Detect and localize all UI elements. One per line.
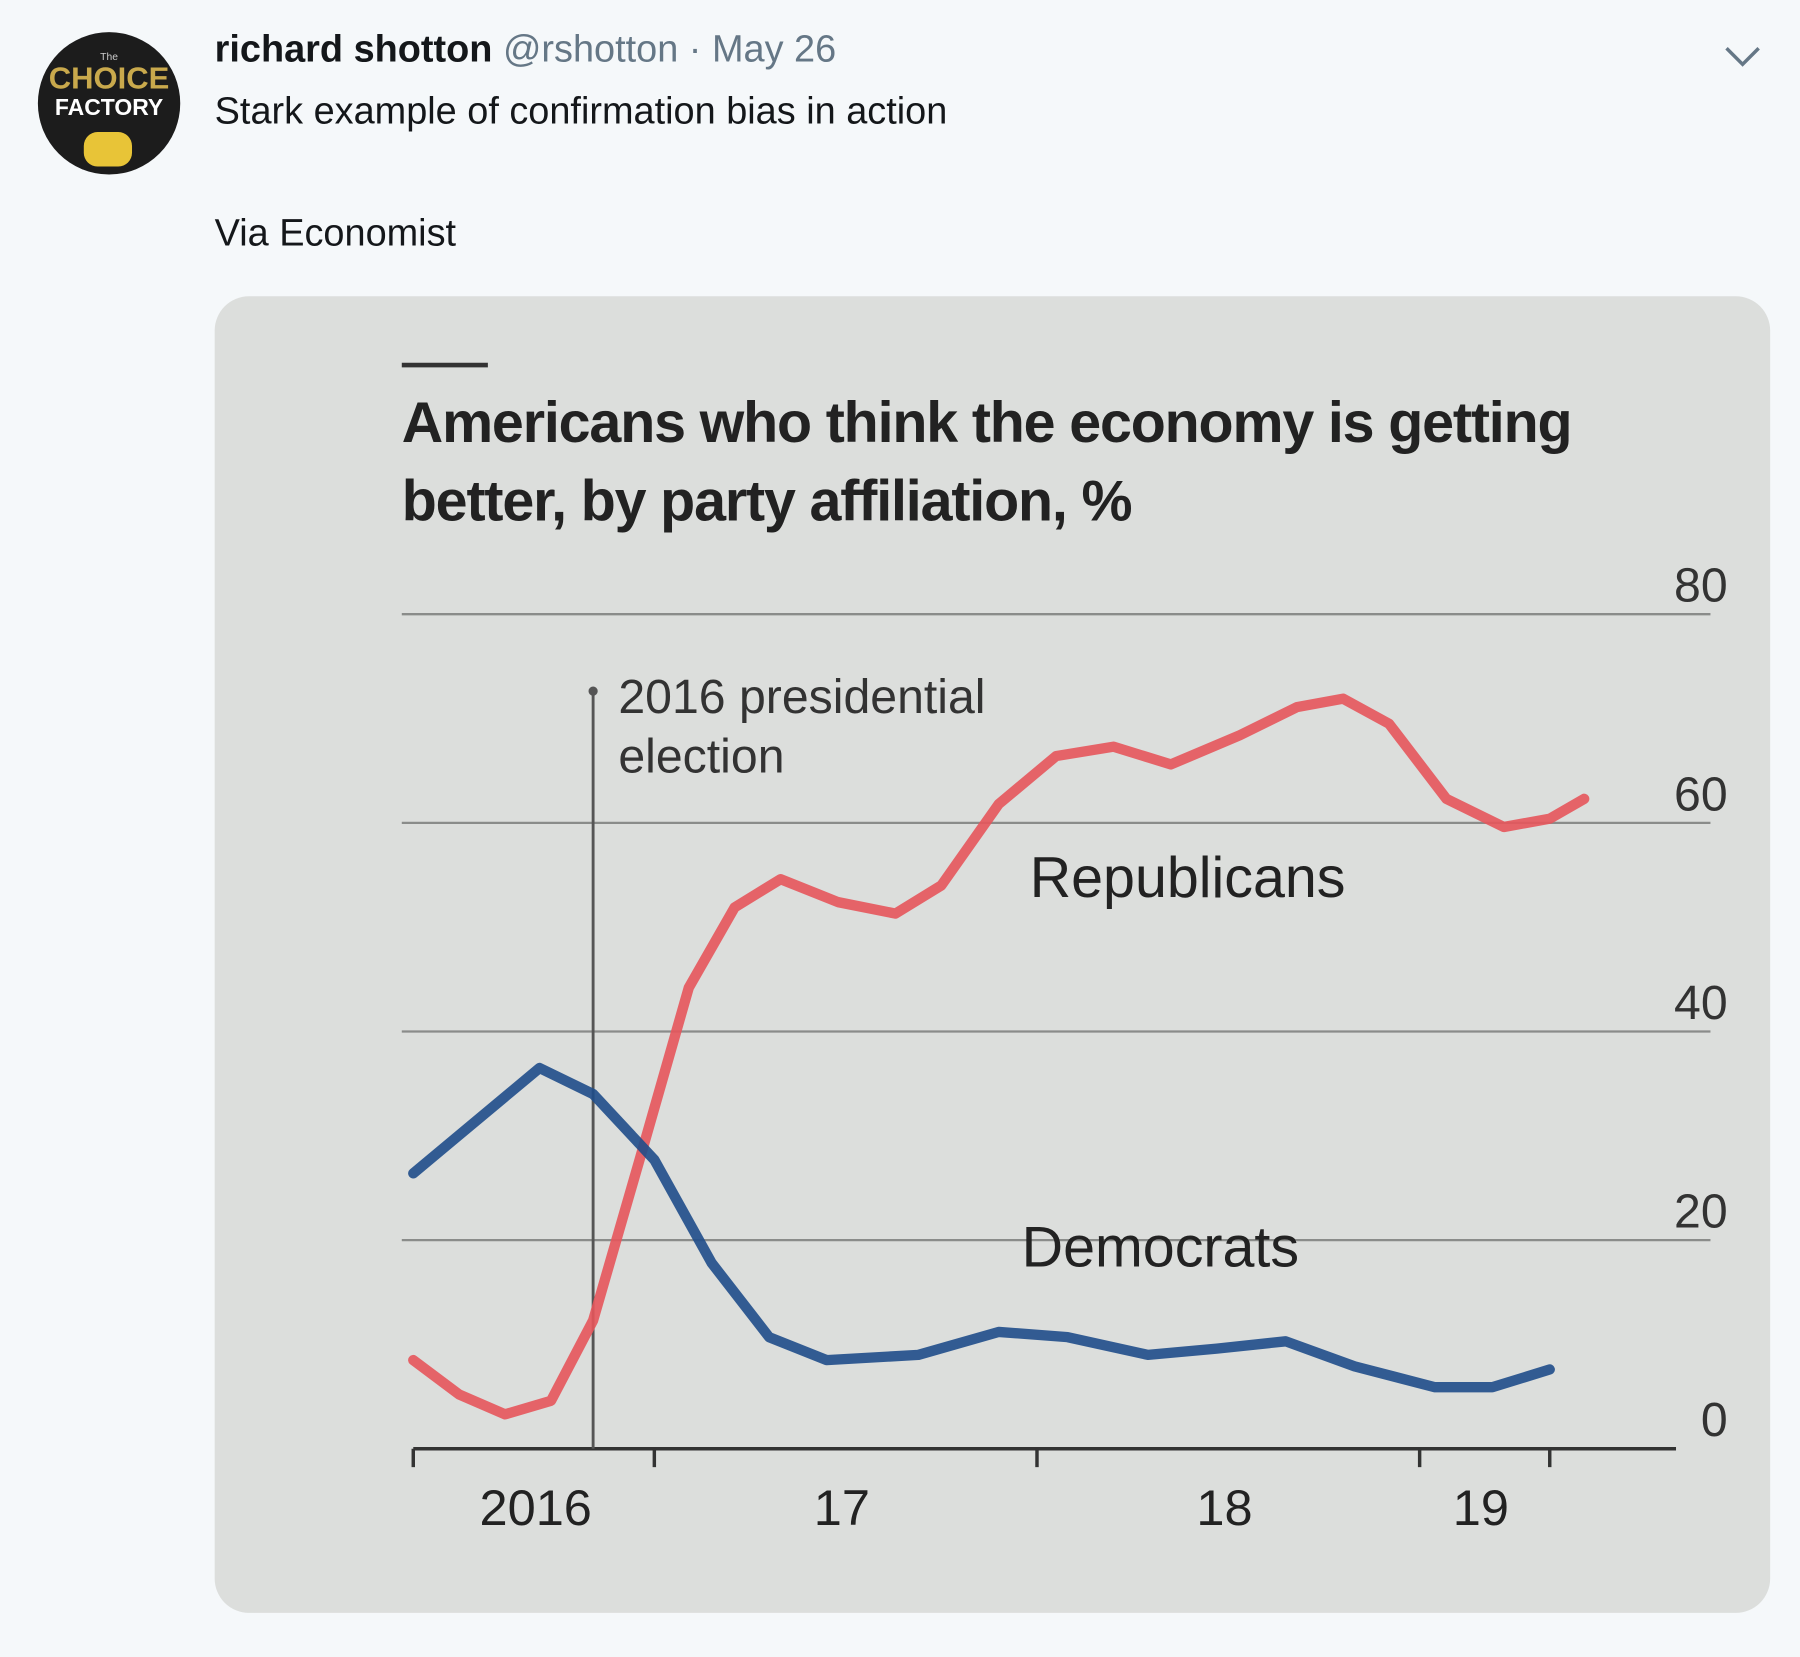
y-tick-label: 0 [1701, 1393, 1728, 1447]
x-tick-label: 2016 [480, 1479, 592, 1536]
tweet-text: Stark example of confirmation bias in ac… [215, 91, 948, 133]
y-tick-label: 80 [1674, 559, 1728, 613]
chart-title: better, by party affiliation, % [402, 469, 1132, 533]
x-tick-label: 19 [1453, 1479, 1509, 1536]
series-label: Republicans [1030, 846, 1346, 910]
user-name[interactable]: richard shotton [215, 29, 493, 71]
chart: Americans who think the economy is getti… [402, 391, 1728, 1536]
avatar-badge [83, 132, 133, 167]
y-tick-label: 20 [1674, 1185, 1728, 1239]
menu-chevron[interactable] [1725, 47, 1760, 67]
annotation: election [618, 730, 784, 784]
avatar-line2: FACTORY [55, 94, 163, 120]
x-tick-label: 18 [1196, 1479, 1252, 1536]
tweet-header: richard shotton @rshotton · May 26 [215, 29, 837, 71]
series-label: Democrats [1022, 1215, 1299, 1279]
y-tick-label: 60 [1674, 767, 1728, 821]
avatar-line1: CHOICE [49, 61, 170, 96]
handle[interactable]: @rshotton [503, 29, 678, 71]
avatar-small: The [100, 52, 118, 63]
series-line [408, 1062, 1555, 1393]
separator: · [689, 29, 702, 71]
x-tick-label: 17 [814, 1479, 870, 1536]
series-line [408, 693, 1590, 1420]
election-dot [588, 686, 598, 696]
y-tick-label: 40 [1674, 976, 1728, 1030]
chart-title: Americans who think the economy is getti… [402, 391, 1572, 455]
date[interactable]: May 26 [712, 29, 836, 71]
annotation: 2016 presidential [618, 670, 985, 724]
avatar[interactable] [37, 32, 181, 175]
tweet-text-2: Via Economist [215, 212, 457, 254]
